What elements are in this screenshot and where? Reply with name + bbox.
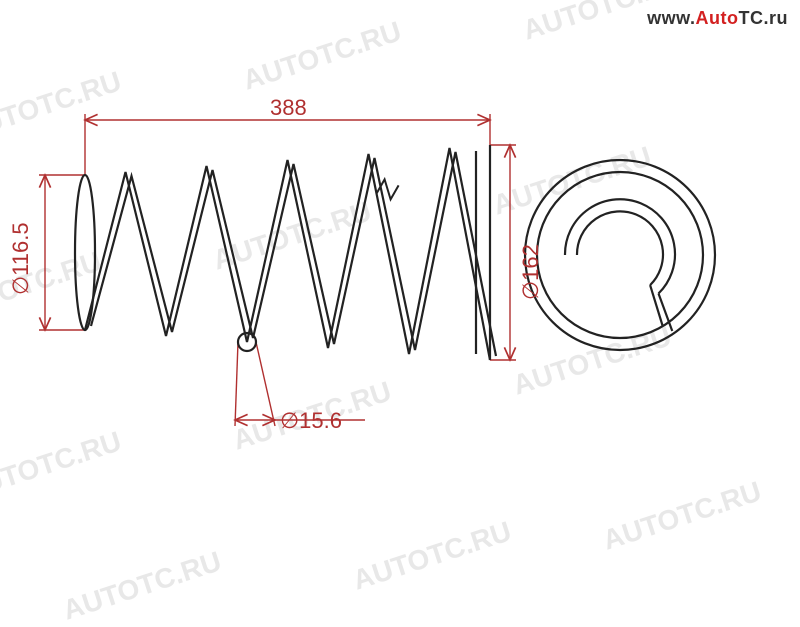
dim-large-dia-label: ∅162 — [518, 244, 544, 300]
dim-small-dia-label: ∅116.5 — [8, 222, 34, 295]
dim-length-label: 388 — [270, 95, 307, 121]
technical-drawing — [0, 0, 800, 600]
dim-wire-dia-label: ∅15.6 — [280, 408, 342, 434]
